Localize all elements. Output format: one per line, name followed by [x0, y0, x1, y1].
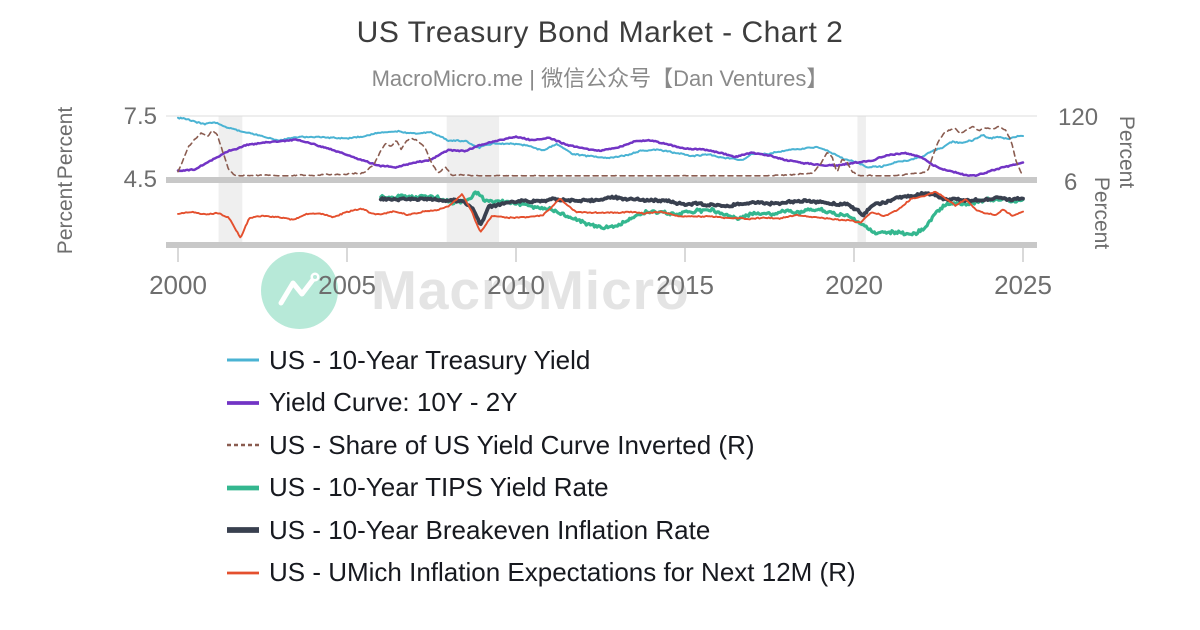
- right-axis-title-top: Percent: [1115, 115, 1138, 189]
- legend-label: US - 10-Year Breakeven Inflation Rate: [269, 514, 711, 545]
- left-axis-tick-top: 7.5: [123, 103, 157, 130]
- panel-frame: [166, 115, 1037, 248]
- right-axis-tick-bottom-panel: 6: [1064, 169, 1078, 196]
- recession-bands: [218, 116, 866, 242]
- x-tick-label-2000: 2000: [149, 270, 207, 300]
- left-axis-title-top: Percent: [54, 106, 77, 180]
- legend-swatch-umich-expectations: [227, 571, 259, 575]
- legend: US - 10-Year Treasury Yield Yield Curve:…: [227, 339, 856, 594]
- legend-label: Yield Curve: 10Y - 2Y: [269, 387, 518, 418]
- line-chart-logo-glyph: [278, 272, 319, 305]
- legend-label: US - 10-Year TIPS Yield Rate: [269, 472, 609, 503]
- right-axis-title-bottom: Percent: [1090, 176, 1113, 250]
- legend-item: Yield Curve: 10Y - 2Y: [227, 382, 856, 425]
- legend-label: US - UMich Inflation Expectations for Ne…: [269, 557, 856, 588]
- legend-swatch-share-inverted: [227, 444, 259, 447]
- page-subtitle: MacroMicro.me | 微信公众号【Dan Ventures】: [371, 66, 829, 91]
- legend-swatch-breakeven: [227, 527, 259, 534]
- right-axis-tick-top-panel: 120: [1058, 104, 1099, 131]
- left-axis-tick-bottom: 4.5: [123, 166, 157, 193]
- x-tick-label-2025: 2025: [994, 270, 1052, 300]
- legend-swatch-treasury-yield: [227, 358, 259, 362]
- left-axis-title-bottom: Percent: [54, 181, 77, 255]
- x-tick-label-2010: 2010: [487, 270, 545, 300]
- macromicro-logo-icon: [261, 252, 338, 329]
- legend-item: US - 10-Year TIPS Yield Rate: [227, 467, 856, 510]
- legend-item: US - 10-Year Treasury Yield: [227, 339, 856, 382]
- legend-label: US - 10-Year Treasury Yield: [269, 344, 591, 375]
- watermark-text: MacroMicro: [371, 259, 690, 321]
- legend-item: US - Share of US Yield Curve Inverted (R…: [227, 424, 856, 467]
- legend-item: US - UMich Inflation Expectations for Ne…: [227, 552, 856, 595]
- x-tick-label-2015: 2015: [656, 270, 714, 300]
- legend-label: US - Share of US Yield Curve Inverted (R…: [269, 429, 755, 460]
- legend-swatch-yield-curve: [227, 400, 259, 405]
- legend-swatch-tips-yield: [227, 485, 259, 491]
- page-title: US Treasury Bond Market - Chart 2: [356, 16, 844, 49]
- x-tick-label-2020: 2020: [825, 270, 883, 300]
- legend-item: US - 10-Year Breakeven Inflation Rate: [227, 509, 856, 552]
- x-tick-label-2005: 2005: [318, 270, 376, 300]
- series-lines: [176, 116, 1025, 239]
